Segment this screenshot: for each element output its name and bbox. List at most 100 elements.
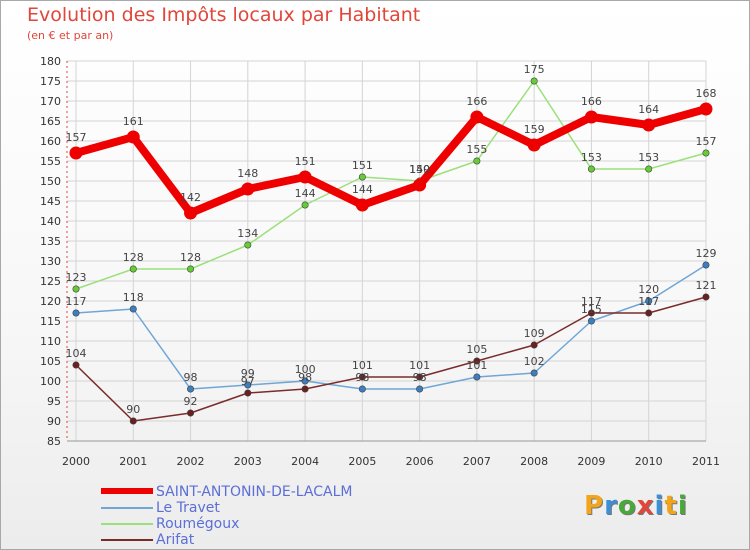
data-label: 105 [466,343,487,356]
data-label: 120 [638,283,659,296]
data-label: 157 [66,131,87,144]
legend-label: Roumégoux [156,516,240,532]
data-label: 151 [295,155,316,168]
series-line [75,80,707,290]
data-point [72,309,80,317]
data-label: 104 [66,347,87,360]
data-label: 150 [409,163,430,176]
data-label: 144 [295,187,316,200]
data-label: 102 [524,355,545,368]
y-tick-label: 155 [40,155,61,168]
data-label: 117 [66,295,87,308]
data-label: 149 [409,163,430,176]
legend-label: Le Travet [156,500,220,516]
data-point [584,110,598,124]
data-label: 123 [66,271,87,284]
data-label: 98 [355,371,369,384]
data-label: 117 [581,295,602,308]
logo-letter: i [654,491,665,521]
y-tick-label: 95 [47,395,61,408]
data-point [241,182,255,196]
data-point [129,265,137,273]
series-line [72,105,710,217]
data-label: 128 [123,251,144,264]
logo-letter: t [664,491,678,521]
y-tick-label: 115 [40,315,61,328]
data-label: 164 [638,103,659,116]
data-point [645,297,653,305]
logo-letter: o [617,491,637,521]
x-tick-label: 2004 [291,455,319,468]
data-label: 129 [695,247,716,260]
data-point [184,206,198,220]
x-tick-label: 2000 [62,455,90,468]
data-point [530,369,538,377]
x-tick-label: 2011 [692,455,720,468]
data-label: 109 [524,327,545,340]
data-label: 153 [638,151,659,164]
data-point [72,285,80,293]
data-point [244,381,252,389]
data-label: 155 [466,143,487,156]
data-point [358,173,366,181]
x-tick-label: 2008 [520,455,548,468]
data-point [416,385,424,393]
data-label: 151 [352,159,373,172]
y-tick-label: 135 [40,235,61,248]
data-label: 128 [180,251,201,264]
data-label: 97 [241,375,255,388]
data-label: 101 [352,359,373,372]
data-label: 161 [123,115,144,128]
data-label: 148 [237,167,258,180]
legend-label: SAINT-ANTONIN-DE-LACALM [156,484,353,500]
data-point [187,265,195,273]
data-point [244,389,252,397]
data-point [587,165,595,173]
logo-letter: x [636,491,655,521]
data-point [244,241,252,249]
y-tick-label: 90 [47,415,61,428]
data-label: 101 [409,359,430,372]
data-point [702,149,710,157]
data-label: 101 [466,359,487,372]
data-point [129,305,137,313]
data-label: 115 [581,303,602,316]
legend-swatch [101,539,153,541]
y-tick-label: 150 [40,175,61,188]
data-point [301,201,309,209]
data-label: 117 [638,295,659,308]
data-point [298,170,312,184]
x-tick-label: 2003 [234,455,262,468]
x-tick-label: 2009 [577,455,605,468]
y-tick-label: 110 [40,335,61,348]
data-label: 166 [466,95,487,108]
data-point [301,377,309,385]
y-tick-label: 170 [40,95,61,108]
data-point [587,317,595,325]
y-tick-label: 105 [40,355,61,368]
data-point [473,373,481,381]
data-point [129,417,137,425]
data-point [72,361,80,369]
data-label: 142 [180,191,201,204]
data-point [355,198,369,212]
data-point [358,385,366,393]
logo-letter: P [584,491,605,521]
data-label: 98 [184,371,198,384]
data-point [69,146,83,160]
data-label: 121 [695,279,716,292]
y-tick-label: 130 [40,255,61,268]
data-point [642,118,656,132]
data-label: 144 [352,183,373,196]
data-point [645,165,653,173]
data-point [187,409,195,417]
data-point [473,157,481,165]
data-point [645,309,653,317]
legend-swatch [101,507,153,509]
data-label: 98 [298,371,312,384]
data-point [473,357,481,365]
y-tick-label: 175 [40,75,61,88]
x-tick-label: 2007 [463,455,491,468]
